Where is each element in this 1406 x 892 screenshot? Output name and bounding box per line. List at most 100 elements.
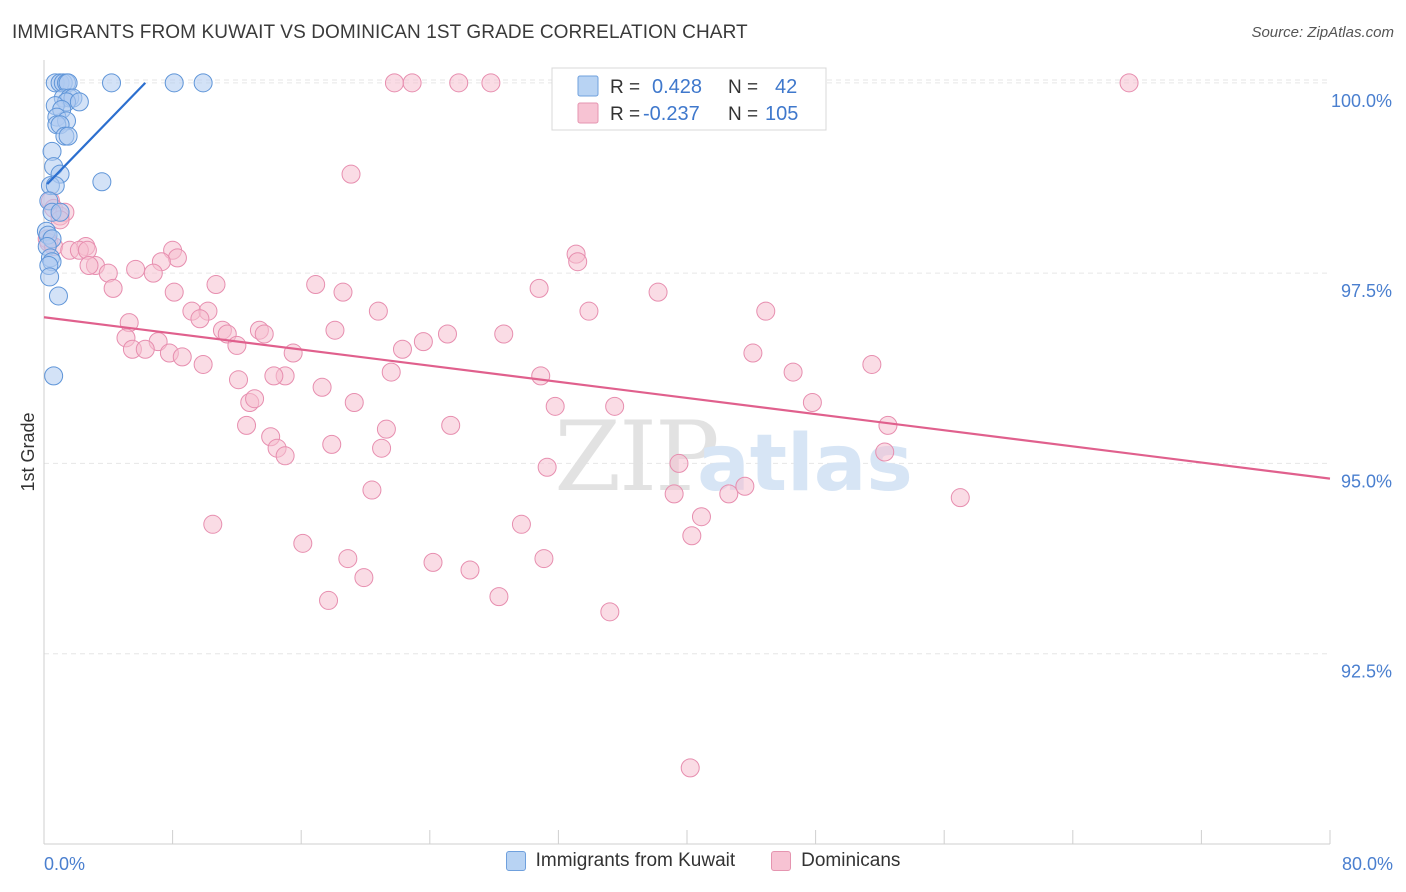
dominicans-point bbox=[333, 282, 353, 302]
dominicans-point bbox=[227, 335, 247, 355]
kuwait-point bbox=[193, 73, 213, 93]
stats-legend: R = 0.428 N = 42 R = -0.237 N = 105 bbox=[551, 67, 827, 131]
dominicans-point bbox=[531, 366, 551, 386]
dominicans-point bbox=[135, 339, 155, 359]
dominicans-point bbox=[362, 480, 382, 500]
dominicans-point bbox=[875, 442, 895, 462]
dominicans-point bbox=[319, 590, 339, 610]
y-axis-label: 1st Grade bbox=[18, 412, 38, 491]
dominicans-point bbox=[682, 526, 702, 546]
legend-n-label-kuwait: N = bbox=[728, 77, 758, 98]
kuwait-point bbox=[50, 202, 70, 222]
dominicans-point bbox=[460, 560, 480, 580]
legend-r-value-kuwait: 0.428 bbox=[652, 76, 702, 98]
dominicans-point bbox=[756, 301, 776, 321]
dominicans-point bbox=[338, 549, 358, 569]
dominicans-point bbox=[743, 343, 763, 363]
y-tick-labels: 100.0% 97.5% 95.0% 92.5% bbox=[1331, 91, 1392, 682]
dominicans-point bbox=[306, 275, 326, 295]
legend-r-value-dominicans: -0.237 bbox=[643, 103, 700, 125]
kuwait-trend-line bbox=[46, 82, 147, 185]
dominicans-point bbox=[368, 301, 388, 321]
dominicans-point bbox=[312, 377, 332, 397]
dominicans-point bbox=[648, 282, 668, 302]
legend-n-value-kuwait: 42 bbox=[775, 76, 797, 98]
dominicans-point bbox=[381, 362, 401, 382]
series-swatch-kuwait bbox=[505, 851, 526, 871]
dominicans-point bbox=[494, 324, 514, 344]
series-legend-dominicans[interactable]: Dominicans bbox=[771, 850, 900, 872]
dominicans-point bbox=[481, 73, 501, 93]
x-tick-labels: 0.0% 80.0% bbox=[44, 854, 1393, 874]
watermark-zip: ZIP bbox=[554, 401, 717, 513]
trend-lines bbox=[43, 82, 1331, 480]
dominicans-point bbox=[79, 256, 99, 276]
dominicans-point bbox=[669, 453, 689, 473]
legend-n-label-dominicans: N = bbox=[728, 104, 758, 125]
dominicans-point bbox=[783, 362, 803, 382]
dominicans-point bbox=[392, 339, 412, 359]
dominicans-point bbox=[203, 514, 223, 534]
dominicans-point bbox=[862, 354, 882, 374]
watermark: ZIP atlas bbox=[554, 401, 912, 513]
dominicans-points bbox=[37, 73, 1139, 778]
y-tick-label: 97.5% bbox=[1341, 281, 1392, 301]
legend-r-label-kuwait: R = bbox=[610, 77, 640, 98]
legend-r-label-dominicans: R = bbox=[610, 104, 640, 125]
dominicans-point bbox=[372, 438, 392, 458]
dominicans-point bbox=[537, 457, 557, 477]
dominicans-point bbox=[600, 602, 620, 622]
dominicans-point bbox=[167, 248, 187, 268]
source-label: Source: ZipAtlas.com bbox=[1251, 24, 1394, 41]
dominicans-point bbox=[103, 278, 123, 298]
dominicans-trend-line bbox=[43, 316, 1331, 480]
dominicans-point bbox=[511, 514, 531, 534]
legend-swatch-kuwait bbox=[577, 75, 599, 97]
legend-n-value-dominicans: 105 bbox=[765, 103, 798, 125]
dominicans-point bbox=[237, 415, 257, 435]
dominicans-point bbox=[322, 434, 342, 454]
dominicans-point bbox=[254, 324, 274, 344]
dominicans-point bbox=[489, 587, 509, 607]
dominicans-point bbox=[275, 446, 295, 466]
dominicans-point bbox=[193, 354, 213, 374]
dominicans-point bbox=[172, 347, 192, 367]
chart-title: IMMIGRANTS FROM KUWAIT VS DOMINICAN 1ST … bbox=[12, 22, 748, 43]
series-label-kuwait: Immigrants from Kuwait bbox=[535, 850, 736, 871]
dominicans-point bbox=[384, 73, 404, 93]
dominicans-point bbox=[878, 415, 898, 435]
y-tick-label: 100.0% bbox=[1331, 91, 1392, 111]
dominicans-point bbox=[1119, 73, 1139, 93]
dominicans-point bbox=[126, 259, 146, 279]
series-legend-kuwait[interactable]: Immigrants from Kuwait bbox=[505, 850, 736, 872]
series-legend: Immigrants from Kuwait Dominicans bbox=[0, 850, 1406, 872]
dominicans-point bbox=[441, 415, 461, 435]
dominicans-point bbox=[402, 73, 422, 93]
dominicans-point bbox=[449, 73, 469, 93]
dominicans-point bbox=[568, 252, 588, 272]
dominicans-point bbox=[164, 282, 184, 302]
dominicans-point bbox=[245, 389, 265, 409]
dominicans-point bbox=[423, 552, 443, 572]
kuwait-point bbox=[44, 366, 64, 386]
dominicans-point bbox=[950, 488, 970, 508]
dominicans-point bbox=[229, 370, 249, 390]
dominicans-point bbox=[529, 278, 549, 298]
kuwait-point bbox=[40, 267, 60, 287]
dominicans-point bbox=[344, 393, 364, 413]
dominicans-point bbox=[206, 275, 226, 295]
dominicans-point bbox=[719, 484, 739, 504]
dominicans-point bbox=[579, 301, 599, 321]
dominicans-point bbox=[534, 549, 554, 569]
dominicans-point bbox=[376, 419, 396, 439]
dominicans-point bbox=[354, 568, 374, 588]
legend-swatch-dominicans bbox=[577, 102, 599, 124]
dominicans-point bbox=[605, 396, 625, 416]
dominicans-point bbox=[680, 758, 700, 778]
dominicans-point bbox=[264, 366, 284, 386]
y-tick-label: 92.5% bbox=[1341, 662, 1392, 682]
series-label-dominicans: Dominicans bbox=[801, 850, 901, 871]
dominicans-point bbox=[413, 332, 433, 352]
dominicans-point bbox=[325, 320, 345, 340]
